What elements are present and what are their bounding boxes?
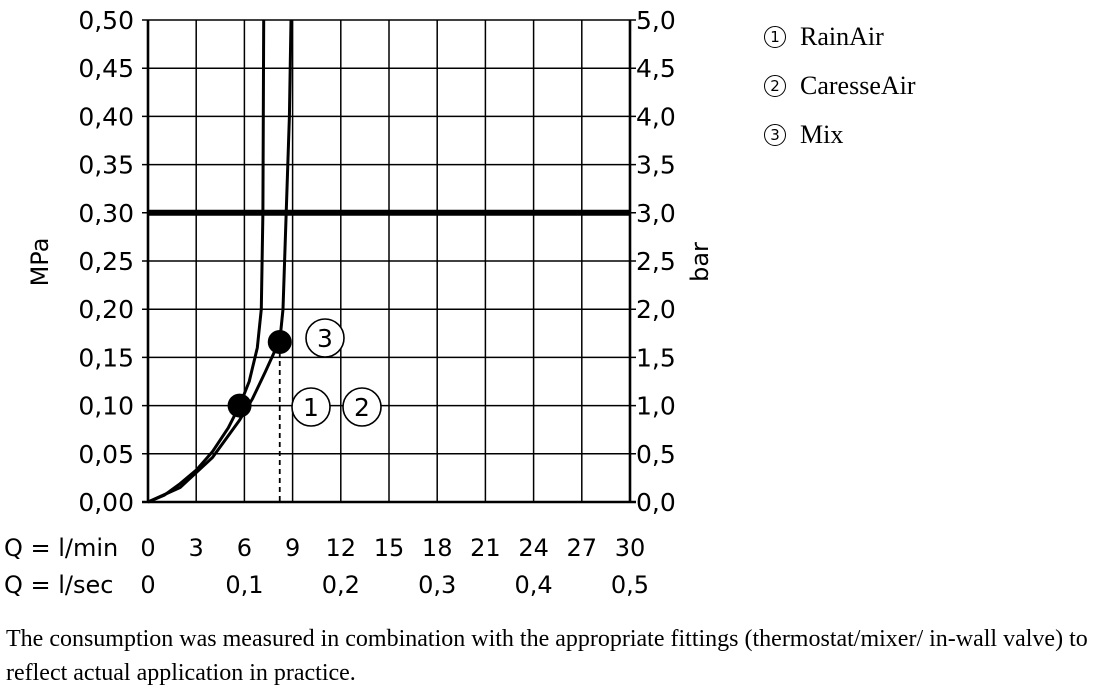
y-tick-label-left: 0,25 — [78, 247, 134, 276]
x-axis-label-lmin: Q = l/min — [4, 534, 118, 562]
y-tick-label-right: 4,0 — [636, 102, 676, 131]
legend-number: 1 — [764, 25, 786, 48]
y-tick-label-right: 4,5 — [636, 54, 676, 83]
callout-number: 1 — [303, 393, 319, 422]
y-tick-label-right: 2,0 — [636, 295, 676, 324]
callout-number: 3 — [317, 324, 333, 353]
series-line-1 — [147, 19, 266, 504]
series-line-3 — [147, 19, 293, 504]
x-tick-label-lsec: 0,3 — [418, 571, 456, 599]
y-tick-label-right: 5,0 — [636, 6, 676, 35]
grid — [142, 19, 636, 504]
y-tick-label-right: 1,5 — [636, 343, 676, 372]
callout-circle — [291, 387, 331, 427]
y-ticks-right: 0,0 0,5 1,0 1,5 2,0 2,5 3,0 3,5 4,0 4,5 5,0 — [636, 6, 676, 517]
x-tick-label-lsec: 0,1 — [225, 571, 263, 599]
y-tick-label-left: 0,50 — [78, 6, 134, 35]
x-ticks-lsec: 0 0,1 0,2 0,3 0,4 0,5 — [140, 571, 649, 599]
y-axis-label-left: MPa — [26, 238, 54, 287]
x-ticks-lmin: 0 3 6 9 12 15 18 21 24 27 30 — [140, 534, 645, 562]
x-tick-label-lsec: 0 — [140, 571, 155, 599]
legend-label: RainAir — [800, 21, 884, 51]
legend-number: 2 — [764, 74, 786, 97]
y-tick-label-right: 3,0 — [636, 199, 676, 228]
y-tick-label-left: 0,05 — [78, 440, 134, 469]
y-tick-label-left: 0,20 — [78, 295, 134, 324]
y-tick-label-right: 0,5 — [636, 440, 676, 469]
callouts: 3 1 2 — [291, 318, 382, 427]
measurement-note: The consumption was measured in combinat… — [6, 626, 1088, 686]
x-tick-label-lmin: 27 — [567, 534, 598, 562]
legend-label: CaresseAir — [800, 70, 916, 100]
x-tick-label-lsec: 0,2 — [322, 571, 360, 599]
x-tick-label-lmin: 24 — [518, 534, 549, 562]
x-tick-label-lmin: 6 — [237, 534, 252, 562]
x-tick-label-lmin: 18 — [422, 534, 453, 562]
y-tick-label-right: 0,0 — [636, 488, 676, 517]
legend-number: 3 — [764, 123, 786, 146]
legend-item-caresseair: 2 CaresseAir — [764, 61, 916, 110]
y-tick-label-left: 0,30 — [78, 199, 134, 228]
y-tick-label-left: 0,40 — [78, 102, 134, 131]
x-tick-label-lmin: 12 — [326, 534, 357, 562]
y-tick-label-right: 1,0 — [636, 392, 676, 421]
y-axis-label-right: bar — [686, 242, 714, 282]
y-ticks-left: 0,00 0,05 0,10 0,15 0,20 0,25 0,30 0,35 0,40 0,45… — [78, 6, 134, 517]
x-axis-label-lsec: Q = l/sec — [4, 571, 113, 599]
y-tick-label-left: 0,45 — [78, 54, 134, 83]
callout-number: 2 — [354, 393, 370, 422]
y-tick-label-left: 0,00 — [78, 488, 134, 517]
legend-item-mix: 3 Mix — [764, 110, 916, 159]
x-tick-label-lsec: 0,5 — [611, 571, 649, 599]
x-tick-label-lsec: 0,4 — [515, 571, 553, 599]
y-tick-label-left: 0,35 — [78, 151, 134, 180]
flow-pressure-chart: 0,000,050,100,150,200,250,300,350,400,45… — [4, 6, 714, 599]
legend-label: Mix — [800, 119, 844, 149]
y-tick-label-left: 0,10 — [78, 392, 134, 421]
series-marker-3 — [267, 329, 292, 354]
x-tick-label-lmin: 9 — [285, 534, 300, 562]
legend: 1 RainAir 2 CaresseAir 3 Mix — [764, 12, 916, 159]
series-lines — [147, 19, 293, 504]
x-tick-label-lmin: 0 — [140, 534, 155, 562]
y-tick-label-right: 2,5 — [636, 247, 676, 276]
x-tick-label-lmin: 30 — [615, 534, 646, 562]
y-tick-label-left: 0,15 — [78, 343, 134, 372]
y-tick-label-right: 3,5 — [636, 151, 676, 180]
x-tick-label-lmin: 3 — [189, 534, 204, 562]
callout-circle — [305, 318, 345, 358]
callout-circle — [342, 387, 382, 427]
x-tick-label-lmin: 15 — [374, 534, 405, 562]
x-tick-label-lmin: 21 — [470, 534, 501, 562]
legend-item-rainair: 1 RainAir — [764, 12, 916, 61]
